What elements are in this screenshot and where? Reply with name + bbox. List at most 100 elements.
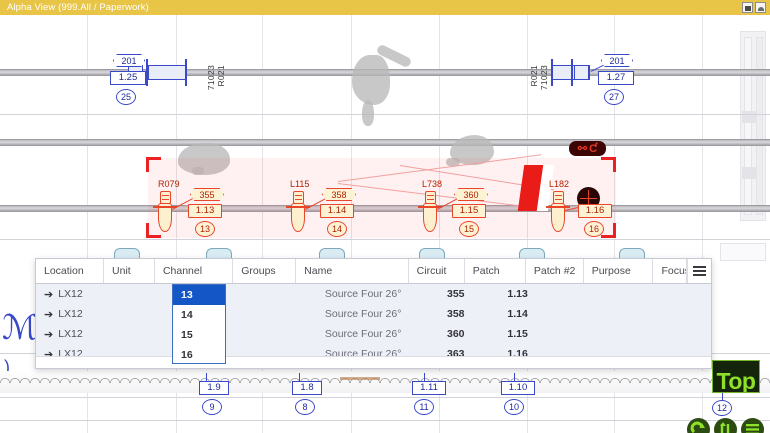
fixture-patch-tag[interactable]: 1.9 — [199, 381, 229, 395]
fixture-stem — [514, 373, 516, 382]
table-row[interactable]: ➔ LX12 Source Four 26° 358 1.14 — [36, 304, 711, 324]
cell-purpose[interactable] — [628, 324, 703, 344]
cell-patch[interactable]: 1.14 — [507, 308, 528, 320]
fixture-patch-tag[interactable]: 1.25 — [110, 71, 146, 85]
cell-patch[interactable]: 1.15 — [507, 328, 528, 340]
fixture-patch-tag[interactable]: 1.16 — [578, 204, 612, 218]
grid-header-row: Location Unit Channel Groups Name Circui… — [36, 259, 711, 284]
lighting-pipe — [0, 205, 770, 212]
fixture-channel-tag[interactable]: 27 — [604, 89, 624, 105]
cell-circuit[interactable]: 355 — [447, 288, 465, 300]
table-row[interactable]: ➔ LX12 Source Four 26° 360 1.15 — [36, 324, 711, 344]
ghost-figure — [352, 55, 390, 105]
column-header-patch[interactable]: Patch — [465, 259, 526, 283]
cell-purpose[interactable] — [628, 284, 703, 304]
fixture-label: L182 — [549, 179, 570, 189]
cell-patch2[interactable] — [565, 304, 627, 324]
window-title-bar: Alpha View (999.All / Paperwork) — [0, 0, 770, 15]
flip-view-icon[interactable] — [714, 418, 737, 433]
cell-name[interactable]: Source Four 26° — [324, 308, 402, 320]
fixture-symbol — [286, 190, 310, 232]
column-header-focus[interactable]: Focus — [653, 259, 687, 283]
selection-corner-handle[interactable] — [146, 223, 161, 238]
fixture-channel-tag[interactable]: 9 — [202, 399, 222, 415]
cell-unit[interactable] — [109, 324, 164, 344]
channel-cell[interactable]: 15 — [181, 329, 193, 341]
column-header-purpose[interactable]: Purpose — [584, 259, 654, 283]
fixture-unit-tag[interactable]: 201 — [601, 54, 633, 67]
table-row[interactable]: ➔ LX12 Source Four 26° 355 1.13 — [36, 284, 711, 304]
cell-location: LX12 — [58, 328, 83, 340]
lighting-pipe — [0, 139, 770, 146]
grid-line-vertical — [176, 15, 177, 433]
channel-cell-selected[interactable]: 13 — [173, 285, 225, 305]
cell-unit[interactable] — [109, 284, 164, 304]
cell-focus[interactable] — [703, 304, 711, 324]
rotate-view-icon[interactable] — [687, 418, 710, 433]
selection-corner-handle[interactable] — [601, 157, 616, 172]
fixture-patch-tag[interactable]: 1.27 — [598, 71, 634, 85]
fixture-circuit-tag[interactable]: 355 — [190, 188, 224, 201]
grid-body[interactable]: ➔ LX12 Source Four 26° 355 1.13 ➔ — [36, 284, 711, 364]
cell-circuit[interactable]: 358 — [447, 308, 465, 320]
fixture-channel-tag[interactable]: 10 — [504, 399, 524, 415]
fixture-circuit-tag[interactable]: 360 — [454, 188, 488, 201]
cell-groups[interactable] — [249, 284, 317, 304]
cell-patch[interactable]: 1.13 — [507, 288, 528, 300]
view-menu-icon[interactable] — [741, 418, 764, 433]
column-header-location[interactable]: Location — [36, 259, 105, 283]
cell-circuit[interactable]: 360 — [447, 328, 465, 340]
maximize-icon[interactable] — [755, 2, 766, 13]
selection-corner-handle[interactable] — [146, 157, 161, 172]
fixture-channel-tag[interactable]: 15 — [459, 221, 479, 237]
cell-purpose[interactable] — [628, 304, 703, 324]
fixture-patch-tag[interactable]: 1.11 — [412, 381, 446, 395]
fixture-patch-tag[interactable]: 1.15 — [452, 204, 486, 218]
grid-options-menu-button[interactable] — [686, 259, 711, 283]
column-header-groups[interactable]: Groups — [233, 259, 297, 283]
view-orientation-indicator[interactable]: Top — [712, 360, 760, 393]
fixture-unit-tag[interactable]: 201 — [113, 54, 145, 67]
column-header-channel[interactable]: Channel — [155, 259, 234, 283]
cell-name[interactable]: Source Four 26° — [324, 288, 402, 300]
cell-groups[interactable] — [249, 324, 317, 344]
background-plan-detail — [742, 111, 756, 123]
column-header-unit[interactable]: Unit — [104, 259, 155, 283]
view-indicator-marker[interactable]: 12 — [712, 400, 732, 416]
column-header-circuit[interactable]: Circuit — [409, 259, 465, 283]
fixture-channel-tag[interactable]: 13 — [195, 221, 215, 237]
plan-canvas[interactable]: 201 1.25 25 71023 R021 201 1.27 27 R021 … — [0, 15, 770, 433]
fixture-patch-tag[interactable]: 1.13 — [188, 204, 222, 218]
fixture-patch-tag[interactable]: 1.8 — [292, 381, 322, 395]
fixture-channel-tag[interactable]: 16 — [584, 221, 604, 237]
fixture-circuit-tag[interactable]: 358 — [322, 188, 356, 201]
cell-unit[interactable] — [109, 304, 164, 324]
channel-cell[interactable]: 16 — [181, 349, 193, 361]
cell-groups[interactable] — [249, 304, 317, 324]
fixture-patch-tag[interactable]: 1.14 — [320, 204, 354, 218]
cell-focus[interactable] — [703, 284, 711, 304]
cell-name[interactable]: Source Four 26° — [324, 328, 402, 340]
ghost-figure-limb — [192, 167, 204, 175]
link-status-badge[interactable]: ⚯ Ƈ — [569, 141, 606, 156]
cell-patch2[interactable] — [565, 324, 627, 344]
cell-focus[interactable] — [703, 324, 711, 344]
minimize-restore-icon[interactable] — [742, 2, 753, 13]
fixture-channel-tag[interactable]: 8 — [295, 399, 315, 415]
fixture-patch-tag[interactable]: 1.10 — [501, 381, 535, 395]
column-header-name[interactable]: Name — [296, 259, 409, 283]
channel-cell[interactable]: 14 — [181, 309, 193, 321]
fixture-data-grid[interactable]: Location Unit Channel Groups Name Circui… — [35, 258, 712, 369]
channel-column-editor[interactable]: 13 14 15 16 — [172, 284, 226, 364]
selection-corner-handle[interactable] — [601, 223, 616, 238]
grid-line-vertical — [702, 15, 703, 433]
fixture-channel-tag[interactable]: 25 — [116, 89, 136, 105]
fixture-channel-tag[interactable]: 11 — [414, 399, 434, 415]
grid-line-vertical — [527, 15, 528, 433]
fixture-symbol — [418, 190, 442, 232]
fixture-channel-tag[interactable]: 14 — [327, 221, 347, 237]
cell-patch2[interactable] — [565, 284, 627, 304]
background-plan-detail — [756, 37, 763, 215]
fixture-bell — [158, 203, 172, 232]
column-header-patch2[interactable]: Patch #2 — [526, 259, 584, 283]
